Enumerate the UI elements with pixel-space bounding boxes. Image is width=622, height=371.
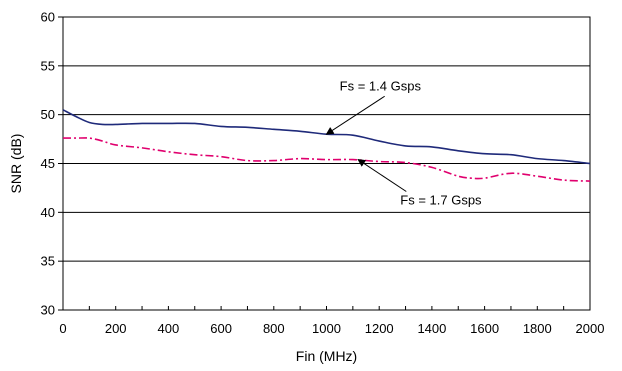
annotation-arrow [325, 95, 385, 135]
y-axis-title: SNR (dB) [8, 134, 24, 194]
annotation-label: Fs = 1.4 Gsps [340, 78, 422, 93]
annotation-label: Fs = 1.7 Gsps [400, 193, 482, 208]
x-tick-label: 1800 [523, 321, 552, 336]
x-axis-ticks [62, 306, 591, 310]
x-tick-label: 1200 [365, 321, 394, 336]
x-tick-label: 1400 [417, 321, 446, 336]
y-tick-label: 30 [41, 303, 55, 318]
series-line-fs-1-4-gsps [62, 109, 591, 165]
x-tick-label: 800 [263, 321, 285, 336]
x-tick-label: 200 [105, 321, 127, 336]
y-tick-label: 55 [41, 58, 55, 73]
y-tick-label: 40 [41, 205, 55, 220]
x-tick-label: 400 [158, 321, 180, 336]
series-line-fs-1-7-gsps [62, 137, 591, 182]
x-tick-label: 2000 [576, 321, 605, 336]
y-tick-label: 60 [41, 10, 55, 25]
annotation-arrow [357, 159, 407, 192]
grid-lines [58, 16, 590, 311]
annotations: Fs = 1.4 Gsps Fs = 1.7 Gsps [325, 78, 482, 208]
y-tick-label: 50 [41, 107, 55, 122]
x-tick-label: 600 [210, 321, 232, 336]
series-lines [62, 109, 591, 182]
x-tick-label: 1000 [312, 321, 341, 336]
x-tick-label: 1600 [470, 321, 499, 336]
y-tick-label: 45 [41, 156, 55, 171]
x-axis-title: Fin (MHz) [296, 348, 357, 364]
y-tick-label: 35 [41, 254, 55, 269]
x-tick-label: 0 [59, 321, 66, 336]
